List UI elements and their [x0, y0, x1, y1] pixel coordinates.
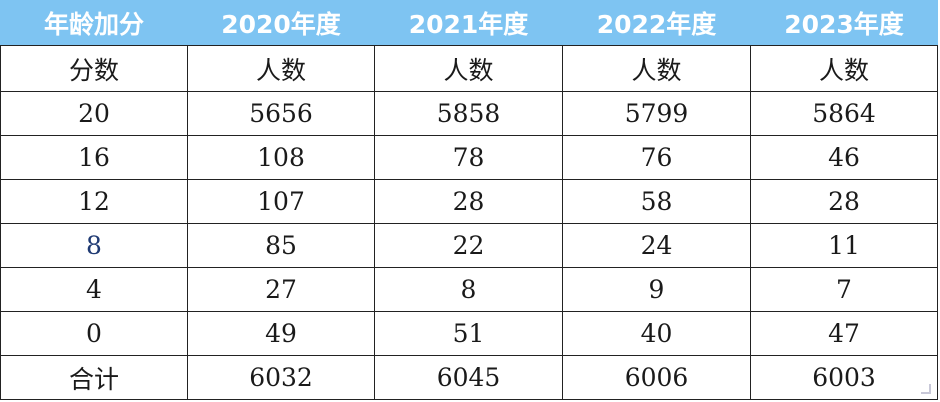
row-cell: 22 — [374, 223, 563, 268]
resize-corner-icon — [921, 384, 931, 394]
row-cell: 7 — [750, 267, 938, 312]
header-2023: 2023年度 — [750, 0, 938, 46]
row-cell: 78 — [374, 135, 563, 180]
table-row: 4 27 8 9 7 — [0, 267, 938, 312]
total-2021: 6045 — [374, 355, 563, 400]
row-cell: 5864 — [750, 91, 938, 136]
total-row: 合计 6032 6045 6006 6003 — [0, 355, 938, 400]
row-cell: 49 — [187, 311, 375, 356]
header-2021: 2021年度 — [374, 0, 563, 46]
subheader-count-2020: 人数 — [187, 45, 375, 92]
table-row: 8 85 22 24 11 — [0, 223, 938, 268]
row-cell: 28 — [374, 179, 563, 224]
table-row: 20 5656 5858 5799 5864 — [0, 91, 938, 136]
table-row: 12 107 28 58 28 — [0, 179, 938, 224]
header-age-bonus: 年龄加分 — [0, 0, 188, 46]
row-cell: 11 — [750, 223, 938, 268]
row-cell: 24 — [562, 223, 751, 268]
row-score: 0 — [0, 311, 188, 356]
table-row: 0 49 51 40 47 — [0, 311, 938, 356]
row-score: 8 — [0, 223, 188, 268]
total-2023: 6003 — [750, 355, 938, 400]
row-cell: 47 — [750, 311, 938, 356]
row-cell: 58 — [562, 179, 751, 224]
row-cell: 5799 — [562, 91, 751, 136]
subheader-count-2022: 人数 — [562, 45, 751, 92]
subheader-score: 分数 — [0, 45, 188, 92]
subheader-row: 分数 人数 人数 人数 人数 — [0, 45, 938, 92]
total-label: 合计 — [0, 355, 188, 400]
row-cell: 51 — [374, 311, 563, 356]
total-2022: 6006 — [562, 355, 751, 400]
row-cell: 8 — [374, 267, 563, 312]
total-2020: 6032 — [187, 355, 375, 400]
row-cell: 76 — [562, 135, 751, 180]
row-cell: 85 — [187, 223, 375, 268]
table-row: 16 108 78 76 46 — [0, 135, 938, 180]
header-2022: 2022年度 — [562, 0, 751, 46]
row-cell: 46 — [750, 135, 938, 180]
row-score: 20 — [0, 91, 188, 136]
row-cell: 107 — [187, 179, 375, 224]
subheader-count-2023: 人数 — [750, 45, 938, 92]
row-score: 16 — [0, 135, 188, 180]
subheader-count-2021: 人数 — [374, 45, 563, 92]
header-row: 年龄加分 2020年度 2021年度 2022年度 2023年度 — [0, 0, 938, 46]
row-cell: 40 — [562, 311, 751, 356]
row-cell: 27 — [187, 267, 375, 312]
row-score: 4 — [0, 267, 188, 312]
row-cell: 28 — [750, 179, 938, 224]
row-score: 12 — [0, 179, 188, 224]
row-cell: 5656 — [187, 91, 375, 136]
row-cell: 9 — [562, 267, 751, 312]
header-2020: 2020年度 — [187, 0, 375, 46]
row-cell: 5858 — [374, 91, 563, 136]
row-cell: 108 — [187, 135, 375, 180]
